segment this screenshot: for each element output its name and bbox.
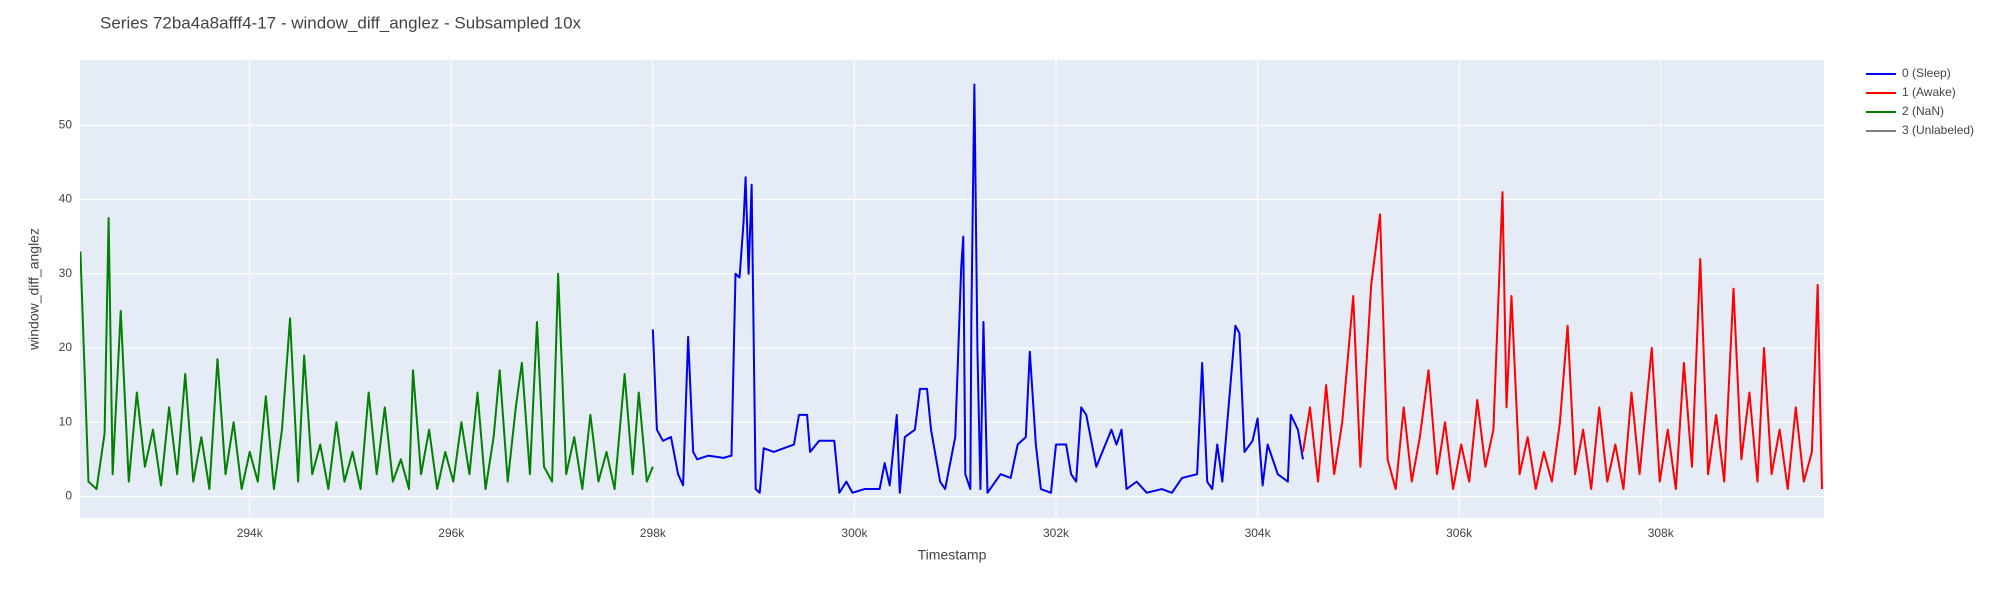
series-line: [651, 83, 1304, 494]
x-axis-title: Timestamp: [918, 547, 987, 563]
x-tick-label: 296k: [438, 526, 465, 540]
x-tick-label: 302k: [1043, 526, 1070, 540]
y-tick-label: 0: [65, 489, 72, 503]
y-tick-label: 20: [59, 340, 73, 354]
legend-label: 0 (Sleep): [1902, 66, 1951, 80]
legend-label: 3 (Unlabeled): [1902, 123, 1974, 137]
y-tick-label: 10: [59, 414, 73, 428]
series-line: [80, 217, 654, 491]
x-tick-label: 294k: [237, 526, 264, 540]
chart-title: Series 72ba4a8afff4-17 - window_diff_ang…: [100, 13, 582, 32]
series-line: [1301, 191, 1823, 491]
y-tick-label: 50: [59, 117, 73, 131]
y-axis-title: window_diff_anglez: [26, 228, 42, 351]
x-tick-label: 306k: [1446, 526, 1473, 540]
plot-area: [80, 60, 1824, 518]
x-tick-label: 298k: [640, 526, 667, 540]
legend-label: 2 (NaN): [1902, 104, 1944, 118]
legend-label: 1 (Awake): [1902, 85, 1956, 99]
x-tick-label: 300k: [841, 526, 868, 540]
y-tick-label: 40: [59, 192, 73, 206]
x-tick-label: 308k: [1648, 526, 1675, 540]
y-tick-label: 30: [59, 266, 73, 280]
x-tick-label: 304k: [1245, 526, 1272, 540]
series-group: [80, 83, 1823, 494]
